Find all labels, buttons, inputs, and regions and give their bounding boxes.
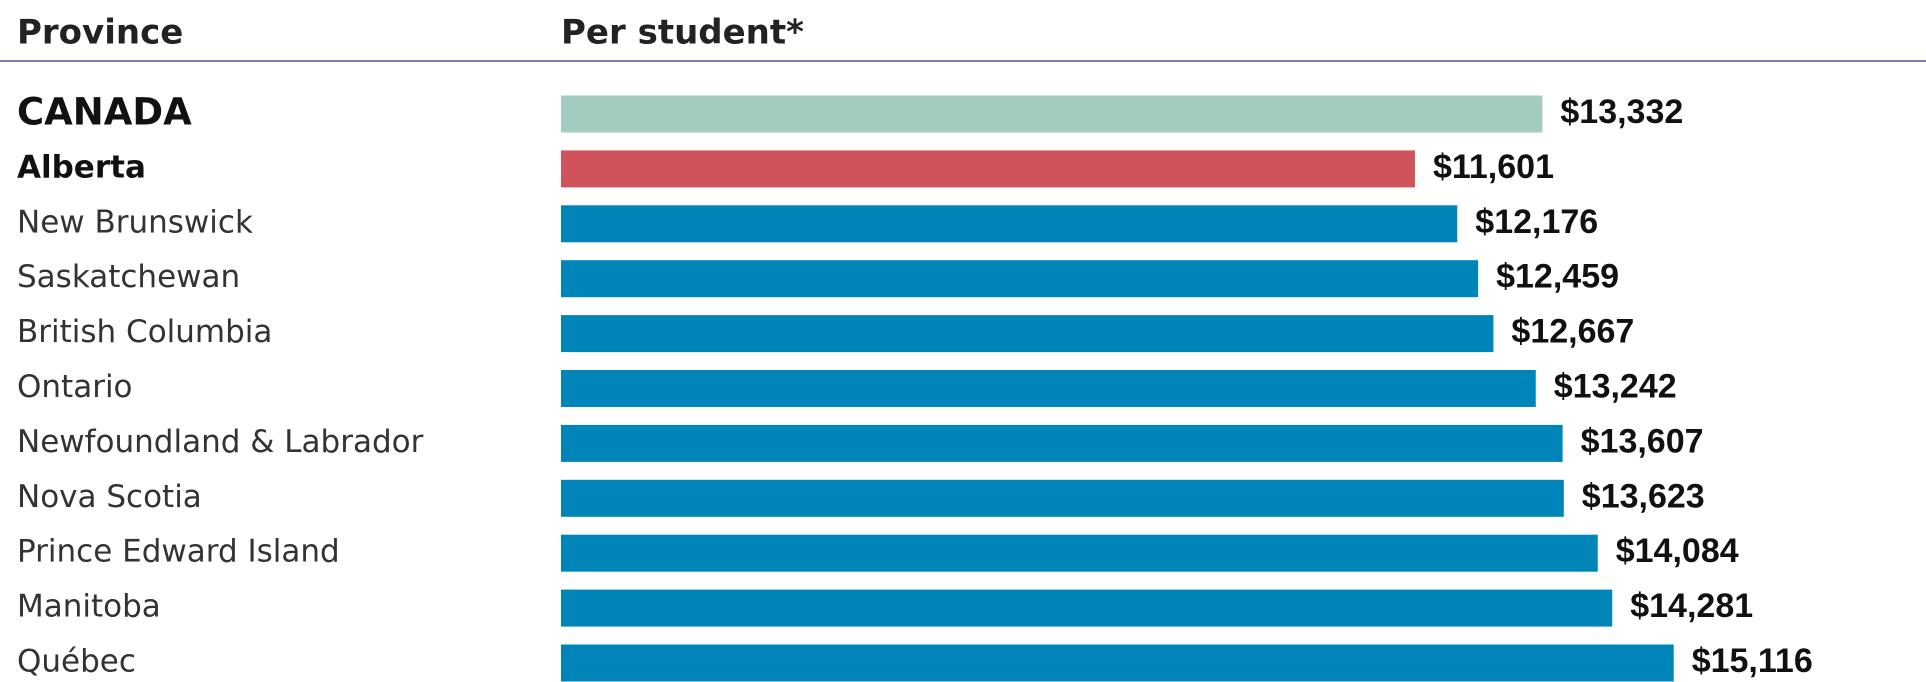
bar	[561, 315, 1494, 353]
value-label: $14,084	[1616, 532, 1739, 570]
value-label: $12,667	[1511, 313, 1634, 351]
bar	[561, 589, 1613, 627]
bar	[561, 644, 1674, 682]
bar	[561, 260, 1479, 298]
category-label: Alberta	[17, 149, 146, 185]
value-label: $12,459	[1496, 258, 1619, 296]
bar	[561, 370, 1536, 407]
category-header: Province	[17, 13, 183, 53]
category-label: Saskatchewan	[17, 259, 240, 295]
value-label: $11,601	[1433, 148, 1554, 186]
value-label: $12,176	[1475, 203, 1598, 241]
value-label: $13,623	[1582, 477, 1705, 515]
category-label: Ontario	[17, 369, 133, 405]
value-label: $13,242	[1554, 367, 1677, 405]
category-label: CANADA	[17, 91, 192, 134]
bar	[561, 479, 1564, 517]
bar	[561, 95, 1543, 133]
category-label: British Columbia	[17, 314, 272, 350]
category-label: Québec	[17, 644, 136, 680]
value-label: $15,116	[1692, 642, 1813, 680]
bar	[561, 534, 1598, 572]
bar	[561, 150, 1415, 188]
category-label: Newfoundland & Labrador	[17, 424, 424, 460]
value-label: $13,607	[1581, 422, 1704, 460]
category-label: Nova Scotia	[17, 479, 202, 515]
value-header: Per student*	[561, 13, 804, 53]
category-label: Prince Edward Island	[17, 534, 340, 570]
category-label: Manitoba	[17, 589, 161, 625]
bar	[561, 205, 1458, 243]
value-label: $13,332	[1560, 93, 1683, 131]
category-label: New Brunswick	[17, 204, 253, 240]
value-label: $14,281	[1630, 587, 1753, 625]
bar	[561, 424, 1563, 462]
